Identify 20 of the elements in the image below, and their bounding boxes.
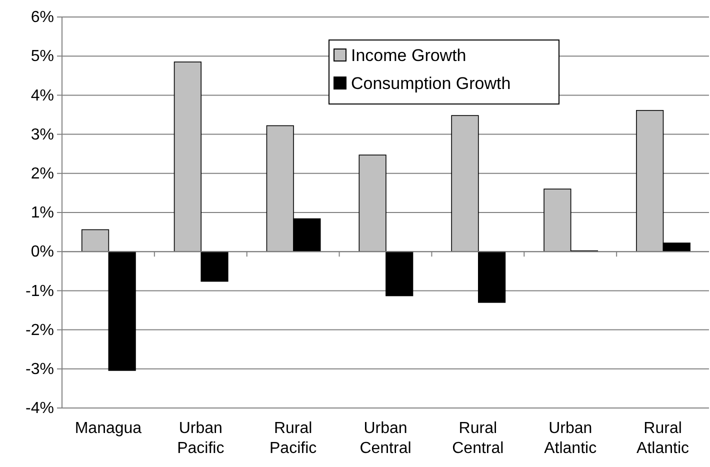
y-tick-label: -3% xyxy=(26,361,54,378)
y-tick-label: 6% xyxy=(30,9,54,26)
y-tick-label: 3% xyxy=(30,126,54,144)
x-tick-label: Urban Central xyxy=(360,420,412,457)
y-tick-label: 5% xyxy=(30,48,54,66)
y-tick-label: 4% xyxy=(30,87,54,104)
y-tick-label: 2% xyxy=(30,166,54,183)
x-tick-label: Rural Pacific xyxy=(270,420,317,457)
x-tick-label: Rural Atlantic xyxy=(636,420,690,457)
y-tick-label: -1% xyxy=(26,282,54,300)
y-tick-label: 0% xyxy=(30,244,54,261)
x-tick-label: Urban Atlantic xyxy=(544,420,597,457)
x-tick-label: Urban Pacific xyxy=(177,420,224,457)
y-tick-label: 1% xyxy=(30,204,54,222)
legend-label: Income Growth xyxy=(351,46,466,65)
x-tick-label: Rural Central xyxy=(452,420,504,457)
x-tick-label: Managua xyxy=(74,420,142,437)
legend-label: Consumption Growth xyxy=(351,74,511,93)
y-tick-label: -2% xyxy=(26,322,54,339)
y-tick-label: -4% xyxy=(26,400,54,418)
